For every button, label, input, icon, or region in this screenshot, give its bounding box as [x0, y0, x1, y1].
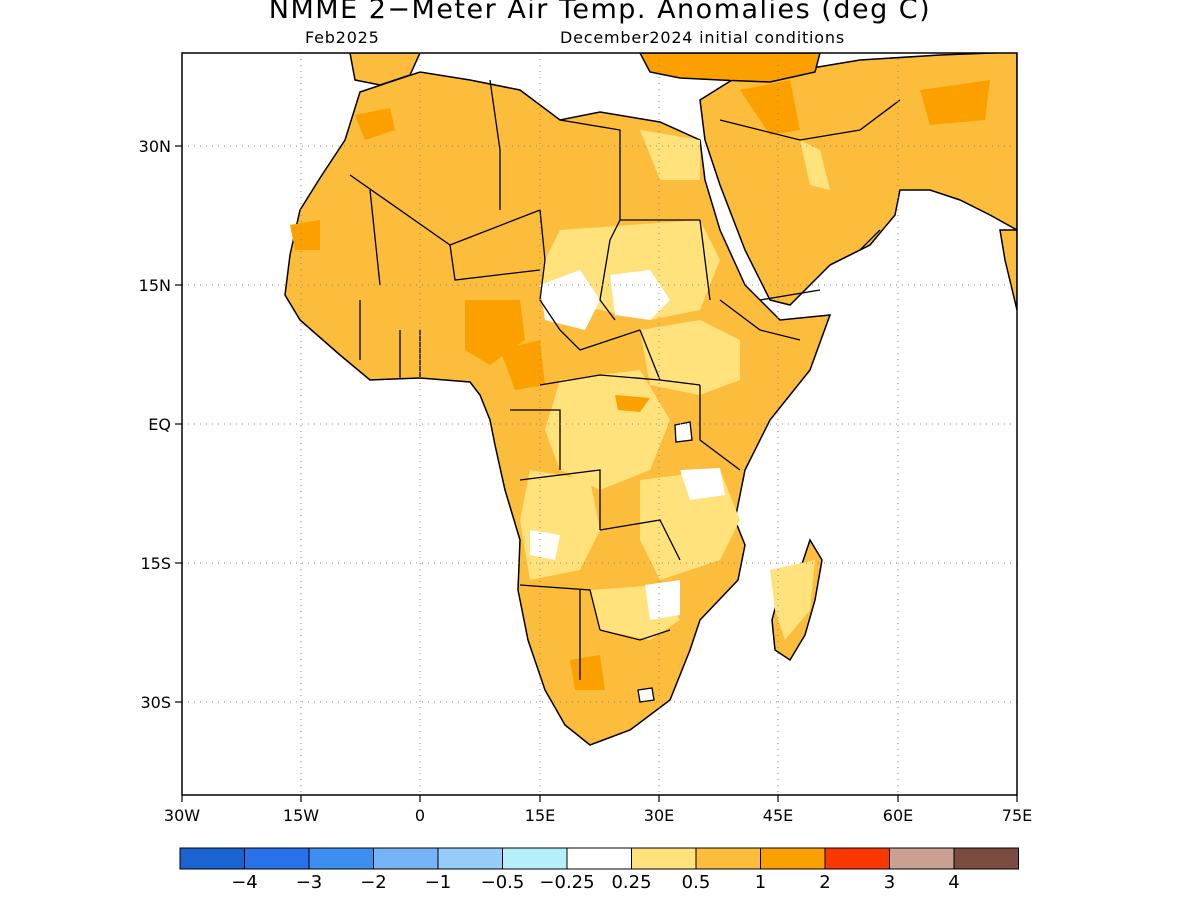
colorbar-swatch-3	[373, 847, 439, 870]
lakes	[637, 421, 693, 703]
colorbar-labels: −4 −3 −2 −1 −0.5 −0.25 0.25 0.5 1 2 3 4	[231, 872, 960, 893]
colorbar	[179, 847, 1019, 870]
weak-warm-zones	[520, 130, 830, 640]
lon-label-60e: 60E	[883, 806, 913, 825]
lon-label-30e: 30E	[644, 806, 674, 825]
colorbar-swatch-7	[631, 847, 697, 870]
colorbar-swatch-5	[502, 847, 568, 870]
lon-label-0: 0	[415, 806, 425, 825]
strong-warm-zones	[290, 55, 990, 690]
india-land	[999, 229, 1017, 311]
colorbar-label-0: −4	[231, 872, 258, 893]
colorbar-label-8: 1	[755, 872, 766, 893]
colorbar-swatch-4	[437, 847, 503, 870]
colorbar-label-7: 0.5	[682, 872, 711, 893]
lat-label-15s: 15S	[140, 554, 171, 573]
colorbar-label-10: 3	[884, 872, 895, 893]
colorbar-label-11: 4	[948, 872, 959, 893]
lon-label-75e: 75E	[1002, 806, 1032, 825]
lat-label-30n: 30N	[139, 137, 171, 156]
lat-label-15n: 15N	[139, 276, 171, 295]
colorbar-swatch-6	[566, 847, 632, 870]
colorbar-swatch-9	[760, 847, 826, 870]
colorbar-swatch-2	[308, 847, 374, 870]
colorbar-label-3: −1	[425, 872, 452, 893]
colorbar-label-9: 2	[819, 872, 830, 893]
axis-ticks	[175, 145, 1018, 802]
lon-label-15e: 15E	[525, 806, 555, 825]
map-content	[182, 53, 1017, 795]
colorbar-swatch-8	[695, 847, 761, 870]
colorbar-swatch-0	[179, 847, 245, 870]
colorbar-label-1: −3	[296, 872, 323, 893]
chart-title: NMME 2−Meter Air Temp. Anomalies (deg C)	[268, 0, 932, 25]
gridlines	[182, 53, 1017, 795]
lon-label-45e: 45E	[763, 806, 793, 825]
country-borders	[349, 79, 901, 680]
lat-label-30s: 30S	[140, 693, 171, 712]
lat-label-eq: EQ	[148, 415, 171, 434]
colorbar-label-6: 0.25	[611, 872, 651, 893]
colorbar-label-2: −2	[360, 872, 387, 893]
initial-conditions: December2024 initial conditions	[560, 28, 845, 47]
lon-label-15w: 15W	[283, 806, 319, 825]
forecast-month: Feb2025	[305, 28, 380, 47]
lon-label-30w: 30W	[164, 806, 200, 825]
europe-land	[349, 53, 421, 86]
colorbar-label-5: −0.25	[539, 872, 594, 893]
colorbar-swatch-12	[953, 847, 1019, 870]
colorbar-swatch-10	[824, 847, 890, 870]
colorbar-swatch-11	[889, 847, 955, 870]
colorbar-label-4: −0.5	[481, 872, 525, 893]
colorbar-swatch-1	[244, 847, 310, 870]
